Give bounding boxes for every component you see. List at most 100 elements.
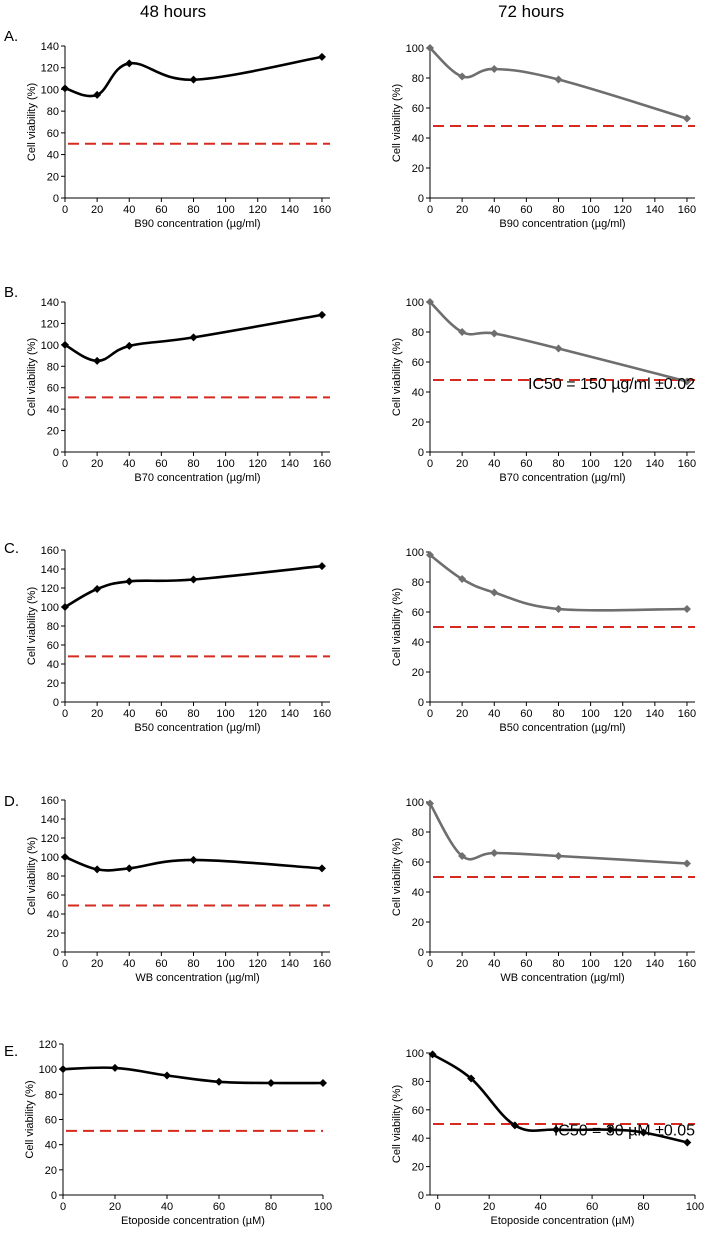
x-axis-label: B90 concentration (µg/ml): [134, 218, 260, 230]
x-tick-label: 40: [123, 204, 135, 216]
x-tick-label: 60: [520, 204, 532, 216]
y-tick-label: 60: [47, 640, 59, 652]
y-tick-label: 100: [41, 852, 59, 864]
y-tick-label: 0: [53, 447, 59, 459]
y-tick-label: 40: [412, 637, 424, 649]
x-tick-label: 20: [109, 1201, 121, 1213]
y-axis-label: Cell viability (%): [391, 838, 403, 916]
x-tick-label: 60: [520, 958, 532, 970]
series-line: [429, 301, 688, 383]
y-tick-label: 100: [41, 84, 59, 96]
data-point: [189, 333, 198, 342]
y-tick-label: 100: [406, 547, 424, 559]
y-tick-label: 60: [47, 890, 59, 902]
x-tick-label: 100: [216, 958, 234, 970]
y-tick-label: 80: [47, 871, 59, 883]
y-tick-label: 100: [406, 297, 424, 309]
column-header-72h: 72 hours: [498, 2, 565, 21]
x-tick-label: 100: [581, 458, 599, 470]
x-tick-label: 100: [216, 204, 234, 216]
y-tick-label: 40: [412, 1133, 424, 1145]
x-tick-label: 80: [552, 458, 564, 470]
y-tick-label: 160: [41, 795, 59, 807]
y-tick-label: 0: [418, 1190, 424, 1202]
y-tick-label: 40: [47, 150, 59, 162]
y-tick-label: 100: [406, 797, 424, 809]
x-tick-label: 160: [678, 204, 696, 216]
y-tick-label: 40: [47, 404, 59, 416]
data-point: [125, 59, 134, 68]
x-tick-label: 100: [581, 708, 599, 720]
data-point: [59, 1065, 67, 1074]
y-tick-label: 60: [412, 103, 424, 115]
x-tick-label: 160: [313, 204, 331, 216]
y-tick-label: 80: [47, 106, 59, 118]
chart-e72: 0 20 40 60 80 100 0 20 40 60 80 100 Etoposide concen…: [391, 1048, 704, 1227]
y-tick-label: 20: [47, 928, 59, 940]
data-point: [61, 340, 69, 349]
ic50-annotation: IC50 = 150 µg/ml ±0.02: [528, 376, 695, 393]
x-axis-label: WB concentration (µg/ml): [135, 972, 259, 984]
data-point: [93, 90, 102, 99]
data-point: [428, 1050, 437, 1059]
x-tick-label: 160: [313, 958, 331, 970]
row-label-c: C.: [4, 540, 19, 557]
chart-d48: 0 20 40 60 80 100 120 140 160 0 20 40 60 80 100 120 140 1…: [26, 795, 331, 984]
x-tick-label: 160: [678, 958, 696, 970]
y-tick-label: 60: [412, 357, 424, 369]
x-tick-label: 160: [678, 458, 696, 470]
x-tick-label: 120: [249, 204, 267, 216]
chart-b72: 0 20 40 60 80 100 0 20 40 60 80 100 120 140 160 B70 con…: [391, 297, 696, 484]
x-tick-label: 60: [520, 708, 532, 720]
data-point: [61, 603, 69, 611]
chart-e48: 0 20 40 60 80 100 120 0 20 40 60 80 100 Etoposide con…: [24, 1039, 332, 1227]
ic50-annotation: IC50 = 30 µM ±0.05: [554, 1122, 695, 1139]
data-point: [319, 1079, 327, 1088]
chart-a48: 0 20 40 60 80 100 120 140 0 20 40 60 80 100 120 140 160 B…: [26, 41, 331, 230]
series-line: [64, 564, 323, 609]
x-tick-label: 140: [281, 458, 299, 470]
x-axis-label: Etoposide concentration (µM): [121, 1215, 265, 1227]
x-tick-label: 0: [60, 1201, 66, 1213]
y-tick-label: 0: [53, 193, 59, 205]
y-tick-label: 80: [412, 327, 424, 339]
data-point: [682, 114, 691, 123]
series-line: [62, 1066, 324, 1085]
data-point: [426, 298, 434, 306]
y-tick-label: 140: [41, 41, 59, 53]
x-tick-label: 60: [155, 958, 167, 970]
data-point: [458, 72, 467, 81]
data-point: [554, 605, 563, 613]
series-line: [429, 553, 688, 612]
y-tick-label: 100: [41, 340, 59, 352]
x-tick-label: 40: [123, 708, 135, 720]
x-tick-label: 0: [427, 204, 433, 216]
y-tick-label: 160: [41, 545, 59, 557]
data-point: [93, 584, 102, 593]
data-point: [317, 562, 326, 571]
row-label-e: E.: [4, 1043, 19, 1060]
x-tick-label: 0: [427, 458, 433, 470]
x-tick-label: 100: [216, 458, 234, 470]
series-line: [428, 802, 688, 865]
data-point: [490, 588, 499, 597]
x-tick-label: 40: [488, 458, 500, 470]
y-tick-label: 20: [47, 171, 59, 183]
x-tick-label: 120: [249, 458, 267, 470]
x-tick-label: 20: [483, 1201, 495, 1213]
y-tick-label: 80: [47, 361, 59, 373]
y-tick-label: 80: [412, 577, 424, 589]
y-axis-label: Cell viability (%): [24, 1080, 36, 1158]
data-point: [426, 551, 434, 559]
y-axis-label: Cell viability (%): [391, 588, 403, 666]
x-tick-label: 40: [161, 1201, 173, 1213]
y-tick-label: 100: [406, 1048, 424, 1060]
y-tick-label: 120: [41, 583, 59, 595]
data-point: [682, 605, 691, 613]
y-tick-label: 20: [47, 678, 59, 690]
data-point: [125, 577, 134, 586]
y-tick-label: 0: [53, 947, 59, 959]
y-tick-label: 120: [41, 833, 59, 845]
x-tick-label: 80: [187, 708, 199, 720]
